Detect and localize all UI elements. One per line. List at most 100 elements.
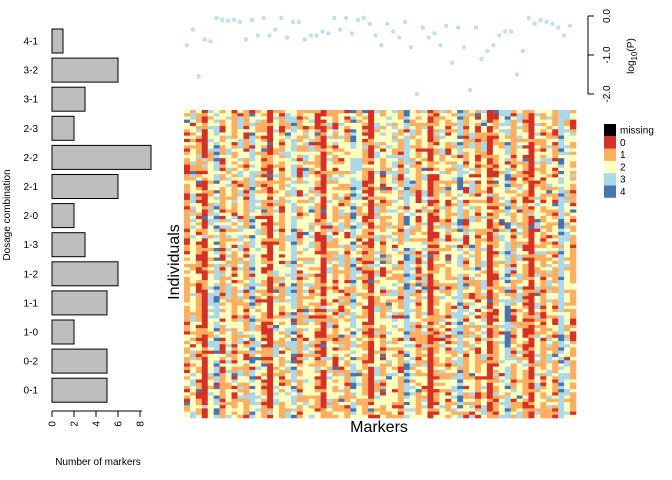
heatmap-cell [249,238,256,242]
heatmap-cell [219,334,226,339]
heatmap-cell [207,183,214,188]
heatmap-cell [290,260,298,265]
heatmap-cell [267,315,274,319]
heatmap-cell [237,164,244,169]
heatmap-cell [439,206,446,210]
heatmap-cell [403,158,410,162]
heatmap-cell [326,324,333,329]
heatmap-cell [475,251,482,255]
heatmap-cell [469,308,476,313]
heatmap-cell [463,206,470,210]
heatmap-cell [326,398,333,403]
heatmap-cell [249,174,256,178]
heatmap-cell [380,280,387,284]
heatmap-cell [475,257,482,262]
heatmap-cell [243,235,250,239]
heatmap-cell [231,318,238,323]
heatmap-cell [273,190,280,194]
heatmap-cell [237,145,244,149]
heatmap-cell [463,180,470,185]
heatmap-cell [368,177,375,181]
heatmap-cell [368,151,375,156]
heatmap-cell [391,154,399,159]
heatmap-cell [231,231,238,236]
heatmap-cell [201,267,209,271]
heatmap-cell [261,235,268,239]
heatmap-cell [231,270,238,274]
heatmap-cell [296,344,304,348]
heatmap-cell [480,315,488,319]
heatmap-cell [231,151,238,156]
heatmap-cell [284,318,292,323]
heatmap-cell [445,215,452,220]
heatmap-cell [338,158,345,162]
heatmap-cell [332,331,339,335]
heatmap-cell [463,177,470,181]
heatmap-cell [296,183,304,188]
heatmap-cell [332,267,339,271]
heatmap-cell [397,318,405,323]
heatmap-cell [374,385,381,390]
heatmap-cell [457,260,464,265]
heatmap-cell [445,196,452,201]
heatmap-cell [314,369,321,374]
heatmap-cell [421,405,428,409]
heatmap-cell [374,241,381,246]
heatmap-cell [427,209,434,213]
heatmap-cell [219,357,226,361]
heatmap-cell [362,296,369,300]
heatmap-cell [201,260,209,265]
heatmap-cell [320,238,327,242]
heatmap-cell [403,238,410,242]
heatmap-cell [237,199,244,204]
heatmap-cell [362,164,369,169]
heatmap-cell [421,235,428,239]
heatmap-cell [403,296,410,300]
heatmap-cell [344,183,351,188]
heatmap-cell [290,273,298,278]
heatmap-cell [368,247,375,252]
heatmap-cell [302,187,310,191]
heatmap-cell [385,183,393,188]
heatmap-cell [326,244,333,249]
heatmap-cell [403,170,410,175]
heatmap-cell [338,363,345,367]
heatmap-cell [391,395,399,400]
heatmap-cell [195,238,203,242]
heatmap-cell [261,321,268,326]
heatmap-cell [463,369,470,374]
heatmap-cell [397,193,405,197]
heatmap-cell [225,376,232,380]
heatmap-cell [409,382,416,387]
heatmap-cell [308,369,315,374]
heatmap-cell [475,129,482,133]
heatmap-cell [290,145,298,149]
heatmap-cell [184,414,191,419]
heatmap-cell [451,379,458,384]
heatmap-cell [433,276,440,281]
heatmap-cell [374,366,381,371]
heatmap-cell [302,305,310,310]
heatmap-cell [433,350,440,355]
heatmap-cell [439,395,446,400]
heatmap-cell [267,110,274,114]
heatmap-cell [380,206,387,210]
heatmap-cell [475,376,482,380]
heatmap-cell [296,170,304,175]
heatmap-cell [184,151,191,156]
heatmap-cell [344,177,351,181]
heatmap-cell [344,286,351,290]
heatmap-cell [403,219,410,223]
heatmap-cell [249,331,256,335]
heatmap-cell [249,299,256,303]
heatmap-cell [469,228,476,233]
heatmap-cell [362,199,369,204]
heatmap-cell [403,276,410,281]
heatmap-cell [184,292,191,297]
heatmap-cell [284,116,292,120]
heatmap-cell [409,167,416,172]
heatmap-cell [296,324,304,329]
heatmap-cell [362,280,369,284]
heatmap-cell [314,247,321,252]
heatmap-cell [296,267,304,271]
